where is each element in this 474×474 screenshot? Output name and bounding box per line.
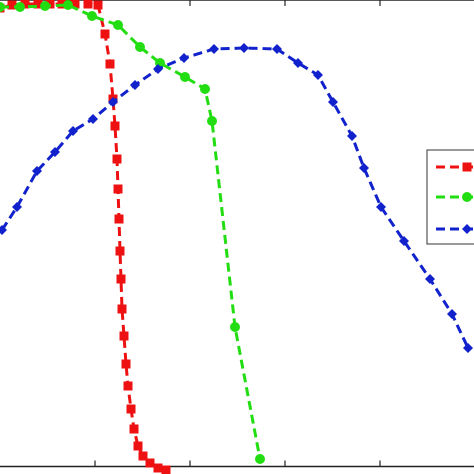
- series-0-point-12: [110, 121, 120, 131]
- series-2-point-16: [347, 131, 357, 141]
- series-2-point-12: [272, 44, 282, 54]
- series-2-point-13: [293, 58, 303, 68]
- series-1-point-4: [87, 11, 97, 21]
- series-0-point-3: [33, 0, 43, 9]
- legend-entries: [436, 162, 474, 234]
- series-0-point-4: [45, 0, 55, 9]
- series-2-point-6: [108, 97, 118, 107]
- series-0-point-19: [119, 331, 129, 341]
- legend-marker-1: [462, 192, 472, 202]
- series-0-point-6: [70, 0, 80, 9]
- series-2-point-21: [447, 309, 457, 319]
- series-0-point-20: [121, 359, 131, 369]
- series-0-point-2: [20, 0, 30, 9]
- series-1-point-11: [230, 322, 240, 332]
- series-2-point-2: [32, 166, 42, 176]
- legend-marker-0: [462, 162, 472, 172]
- series-0-point-7: [83, 0, 93, 9]
- series-2-point-5: [88, 114, 98, 124]
- series-0-point-8: [93, 0, 103, 10]
- series-1-point-1: [15, 2, 25, 12]
- series-2-point-17: [359, 163, 369, 173]
- series-0-point-17: [116, 274, 126, 284]
- series-2-point-7: [130, 80, 140, 90]
- series-0-point-1: [7, 0, 17, 10]
- series-1-point-9: [200, 84, 210, 94]
- series-2-point-3: [50, 147, 60, 157]
- series-2-point-1: [12, 202, 22, 212]
- series-2-point-9: [179, 53, 189, 63]
- series-2-point-19: [399, 236, 409, 246]
- series-0-point-27: [153, 463, 163, 473]
- legend: [426, 149, 474, 245]
- series-2-point-20: [425, 274, 435, 284]
- series-2-point-10: [209, 44, 219, 54]
- series-0-point-18: [117, 304, 127, 314]
- series-0-point-10: [105, 59, 115, 69]
- series-0-point-28: [161, 465, 171, 474]
- series-0-point-21: [123, 381, 133, 391]
- series-1: [0, 0, 265, 464]
- series-2-point-15: [328, 97, 338, 107]
- series-0-point-15: [114, 214, 124, 224]
- series-2-point-4: [68, 126, 78, 136]
- legend-marker-2: [462, 224, 472, 234]
- series-2-point-18: [376, 202, 386, 212]
- series-2-point-11: [239, 43, 249, 53]
- series-2-point-14: [313, 70, 323, 80]
- series-0-point-26: [145, 458, 155, 468]
- series-2-point-22: [463, 343, 473, 353]
- series-2-line: [0, 46, 470, 349]
- series-1-point-5: [113, 20, 123, 30]
- series-0-point-23: [129, 424, 139, 434]
- series-0-point-25: [138, 451, 148, 461]
- series-1-point-0: [0, 2, 5, 12]
- series-0-point-24: [133, 441, 143, 451]
- series-1-point-2: [40, 1, 50, 11]
- series-2: [0, 43, 473, 353]
- series-1-point-12: [255, 454, 265, 464]
- series-2-point-0: [0, 225, 7, 235]
- series-0-point-9: [100, 29, 110, 39]
- series-0-point-14: [113, 184, 123, 194]
- series-0-point-22: [126, 404, 136, 414]
- series-1-point-3: [63, 0, 73, 10]
- series-0-point-16: [115, 246, 125, 256]
- series-0-point-13: [112, 154, 122, 164]
- series-1-point-8: [180, 72, 190, 82]
- series-2-point-8: [153, 64, 163, 74]
- series-1-point-10: [207, 116, 217, 126]
- series-1-point-6: [135, 42, 145, 52]
